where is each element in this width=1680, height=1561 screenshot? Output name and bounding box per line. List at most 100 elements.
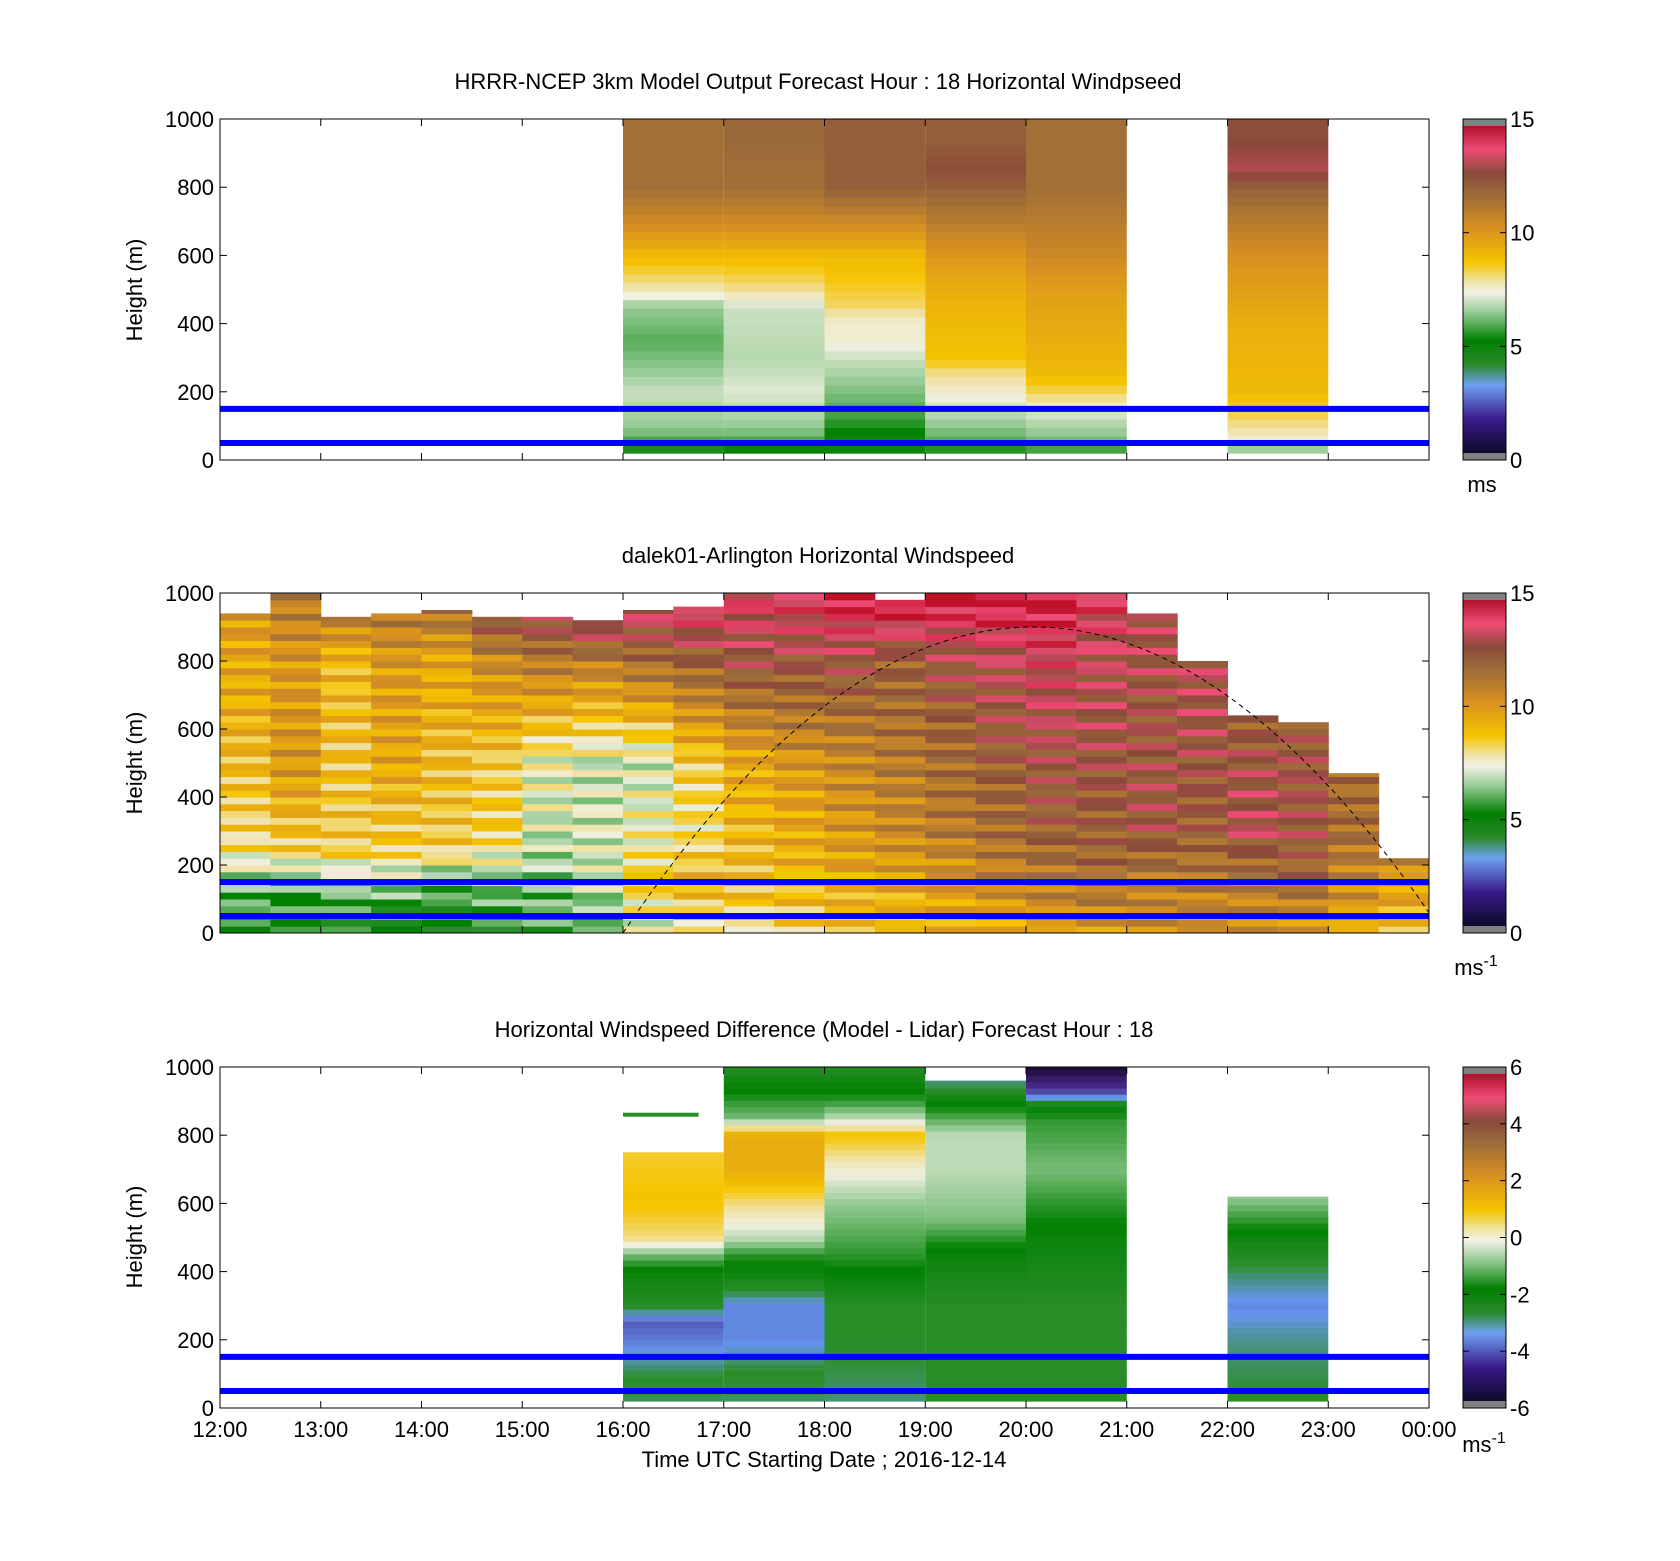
heatmap-cell [975, 749, 1027, 757]
heatmap-cell [1026, 1247, 1127, 1255]
heatmap-cell [1076, 899, 1128, 907]
heatmap-cell [421, 610, 473, 614]
heatmap-cell [1227, 1229, 1329, 1236]
heatmap-cell [925, 316, 1027, 326]
heatmap-cell [874, 742, 926, 750]
heatmap-cell [1026, 1174, 1127, 1181]
heatmap-cell [925, 1223, 1027, 1230]
heatmap-cell [572, 919, 624, 927]
heatmap-cell [270, 661, 322, 669]
heatmap-cell [925, 1118, 1027, 1126]
heatmap-cell [623, 231, 724, 241]
heatmap-cell [371, 708, 422, 716]
heatmap-cell [371, 729, 422, 737]
heatmap-cell [572, 708, 624, 716]
heatmap-cell [723, 1075, 825, 1083]
heatmap-cell [1177, 708, 1228, 716]
heatmap-cell [1227, 419, 1329, 429]
heatmap-cell [673, 803, 725, 812]
heatmap-cell [1026, 871, 1077, 880]
heatmap-cell [1227, 376, 1329, 386]
heatmap-cell [1076, 722, 1128, 730]
heatmap-cell [1026, 197, 1127, 207]
heatmap-cell [1026, 129, 1127, 139]
heatmap-cell [320, 616, 372, 621]
heatmap-cell [925, 444, 1027, 454]
heatmap-cell [471, 865, 523, 873]
colorbar-tick-label: -4 [1510, 1339, 1530, 1364]
heatmap-cell [623, 223, 724, 232]
heatmap-cell [1227, 837, 1279, 846]
heatmap-cell [1026, 1082, 1127, 1089]
heatmap-cell [522, 701, 574, 710]
heatmap-cell [824, 633, 876, 642]
heatmap-cell [925, 905, 977, 914]
heatmap-cell [1026, 633, 1077, 642]
heatmap-cell [723, 742, 775, 750]
heatmap-cell [220, 905, 271, 914]
heatmap-cell [824, 824, 876, 832]
heatmap-cell [723, 1137, 825, 1144]
heatmap-cell [723, 1253, 825, 1261]
heatmap-cell [1026, 701, 1077, 710]
heatmap-cell [824, 593, 876, 601]
heatmap-cell [1227, 769, 1279, 778]
heatmap-cell [975, 810, 1027, 818]
heatmap-cell [824, 1149, 926, 1157]
heatmap-cell [824, 776, 876, 784]
heatmap-cell [824, 1112, 926, 1120]
heatmap-cell [1026, 844, 1077, 852]
heatmap-cell [673, 844, 725, 852]
heatmap-cell [1076, 756, 1128, 764]
heatmap-cell [1328, 810, 1380, 818]
heatmap-cell [774, 844, 825, 852]
heatmap-cell [975, 905, 1027, 914]
heatmap-cell [522, 926, 574, 934]
heatmap-cell [1177, 776, 1228, 784]
heatmap-cell [1076, 865, 1128, 873]
heatmap-cell [623, 871, 674, 880]
heatmap-cell [371, 851, 422, 859]
heatmap-cell [623, 1266, 724, 1273]
heatmap-cell [925, 274, 1027, 284]
heatmap-cell [874, 769, 926, 778]
heatmap-cell [1126, 871, 1178, 880]
heatmap-cell [824, 620, 876, 628]
heatmap-cell [824, 325, 926, 335]
heatmap-cell [925, 810, 977, 818]
heatmap-cell [471, 783, 523, 791]
heatmap-cell [723, 729, 775, 737]
heatmap-cell [1227, 1321, 1329, 1328]
heatmap-cell [925, 240, 1027, 250]
heatmap-cell [421, 790, 473, 798]
heatmap-cell [774, 756, 825, 764]
heatmap-cell [874, 885, 926, 893]
heatmap-cell [1177, 899, 1228, 907]
heatmap-cell [522, 776, 574, 784]
heatmap-cell [270, 756, 322, 764]
x-tick-label: 22:00 [1200, 1417, 1255, 1442]
heatmap-cell [270, 654, 322, 662]
heatmap-cell [572, 926, 624, 934]
heatmap-cell [925, 756, 977, 764]
heatmap-cell [371, 613, 422, 621]
heatmap-cell [723, 350, 825, 360]
heatmap-cell [673, 647, 725, 655]
heatmap-cell [522, 640, 574, 648]
heatmap-cell [1328, 851, 1380, 859]
heatmap-cell [421, 640, 473, 648]
panel-lidar-ylabel: Height (m) [122, 712, 147, 815]
heatmap-cell [220, 817, 271, 825]
heatmap-cell [925, 1082, 1027, 1089]
heatmap-cell [623, 790, 674, 798]
heatmap-cell [1277, 837, 1329, 846]
heatmap-cell [572, 633, 624, 642]
heatmap-cell [925, 865, 977, 873]
heatmap-cell [623, 1198, 724, 1206]
heatmap-cell [1026, 333, 1127, 343]
heatmap-cell [572, 674, 624, 682]
heatmap-cell [1026, 282, 1127, 292]
colorbar-tick-label: 6 [1510, 1055, 1522, 1080]
heatmap-cell [874, 851, 926, 859]
heatmap-cell [371, 776, 422, 784]
